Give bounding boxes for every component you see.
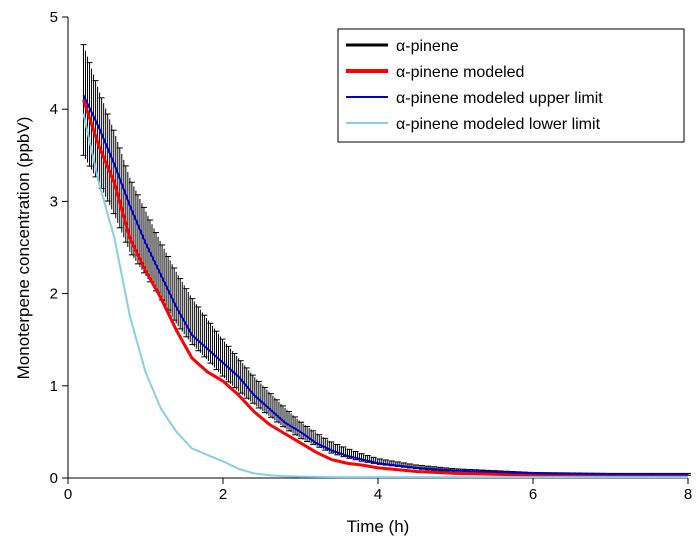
y-tick-label: 1: [50, 378, 58, 395]
legend-entry-alpha-pinene: α-pinene: [396, 38, 459, 55]
x-tick-label: 2: [219, 486, 227, 503]
legend: α-pinene α-pinene modeled α-pinene modeled…: [337, 28, 685, 143]
legend-box: [337, 28, 685, 143]
legend-entry-alpha-pinene-modeled: α-pinene modeled: [396, 64, 524, 81]
legend-entry-alpha-pinene-modeled-upper-limit: α-pinene modeled upper limit: [396, 90, 603, 107]
series-layer: [80, 44, 691, 479]
series-line-modeled: [82, 99, 688, 477]
y-tick-label: 0: [50, 470, 58, 487]
y-tick-label: 4: [50, 101, 58, 118]
y-axis-label: Monoterpene concentration (ppbV): [14, 117, 33, 380]
x-axis-ticks: 0 2 4 6 8: [64, 478, 692, 503]
x-tick-label: 8: [684, 486, 692, 503]
x-tick-label: 0: [64, 486, 72, 503]
y-tick-label: 3: [50, 193, 58, 210]
y-tick-label: 2: [50, 286, 58, 303]
y-tick-label: 5: [50, 9, 58, 26]
legend-entry-alpha-pinene-modeled-lower-limit: α-pinene modeled lower limit: [396, 116, 601, 133]
x-tick-label: 4: [374, 486, 382, 503]
series-line-lower-limit: [82, 113, 688, 479]
x-tick-label: 6: [529, 486, 537, 503]
series-line-upper-limit: [82, 94, 688, 476]
x-axis-label: Time (h): [347, 517, 410, 536]
y-axis-ticks: 0 1 2 3 4 5: [50, 9, 68, 487]
